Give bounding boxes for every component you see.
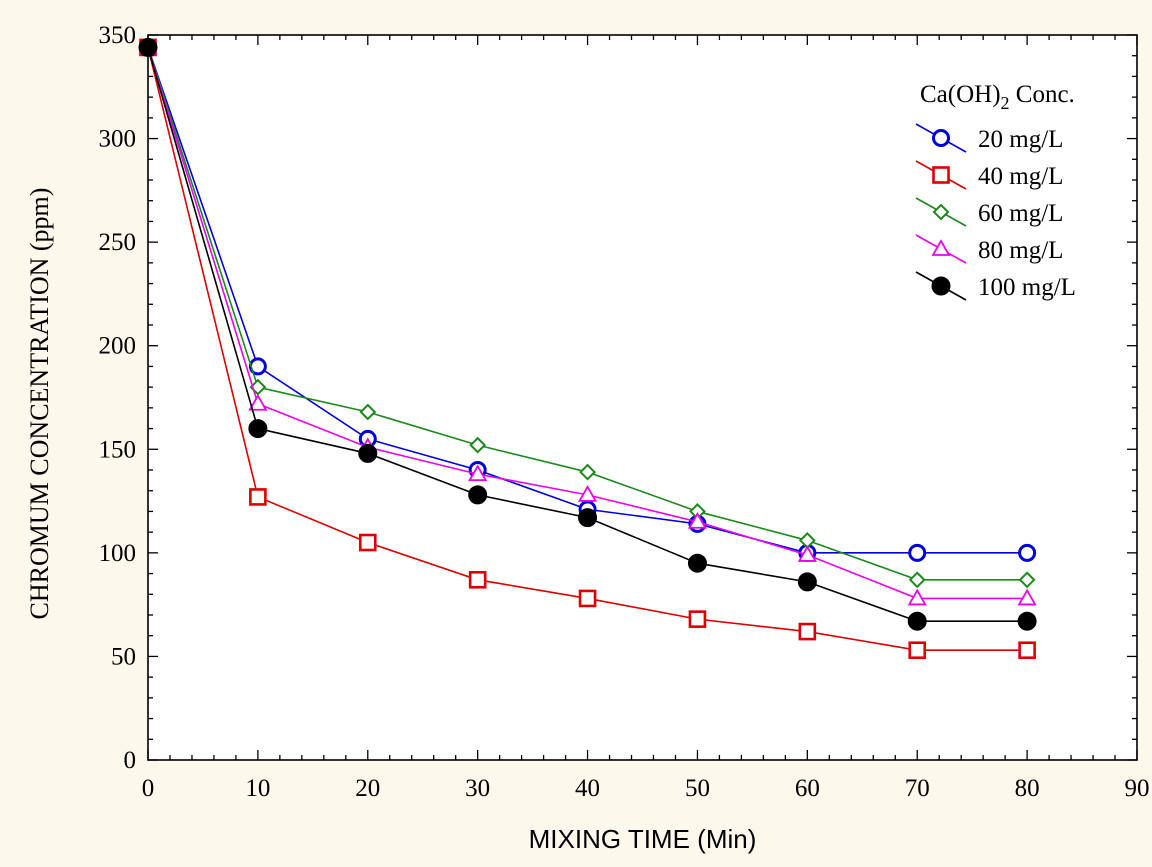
- data-point: [688, 610, 707, 628]
- data-point: [468, 464, 488, 482]
- data-point: [578, 508, 598, 528]
- axis-ticks: 0 10 20 30 40 50 60 70 80 90 0 50 100 150 200 250 300 350: [99, 22, 1150, 802]
- data-point: [1018, 571, 1036, 589]
- data-point: [1018, 543, 1037, 562]
- legend-label: 20 mg/L: [978, 126, 1063, 153]
- data-point: [469, 436, 487, 454]
- y-tick-label: 350: [99, 22, 137, 49]
- y-axis-label: CHROMUM CONCENTRATION (ppm): [25, 188, 54, 620]
- y-tick-label: 150: [99, 436, 137, 463]
- series-3: [139, 39, 1036, 589]
- data-point: [797, 545, 817, 562]
- x-tick-label: 60: [795, 775, 820, 802]
- y-tick-label: 200: [99, 333, 137, 360]
- y-tick-label: 300: [99, 126, 137, 153]
- legend-item: 100 mg/L: [915, 271, 1076, 301]
- legend-label: 40 mg/L: [978, 163, 1063, 190]
- data-point: [249, 488, 267, 506]
- data-point: [358, 443, 378, 463]
- data-point: [907, 611, 927, 631]
- legend-label: 100 mg/L: [978, 274, 1076, 301]
- x-tick-label: 30: [465, 775, 490, 802]
- y-tick-label: 0: [124, 747, 137, 774]
- x-tick-label: 40: [575, 775, 600, 802]
- data-point: [1017, 588, 1037, 606]
- legend-title-tail: Conc.: [1010, 81, 1075, 108]
- data-point: [1018, 641, 1036, 660]
- legend: Ca(OH)2 Conc. 20 mg/L 40 mg/L 60 mg/L 80 mg…: [915, 81, 1076, 301]
- data-point: [248, 419, 268, 439]
- x-tick-label: 10: [245, 775, 270, 802]
- legend-label: 80 mg/L: [978, 237, 1063, 264]
- data-point: [359, 403, 377, 421]
- data-point: [908, 543, 927, 562]
- legend-item: 60 mg/L: [915, 197, 1063, 227]
- data-point: [578, 589, 597, 608]
- legend-swatch-marker: [932, 166, 950, 184]
- legend-item: 40 mg/L: [915, 160, 1063, 190]
- data-point: [908, 571, 926, 589]
- y-tick-label: 100: [99, 540, 137, 567]
- y-tick-label: 250: [99, 229, 137, 256]
- legend-title-subscript: 2: [1001, 93, 1010, 113]
- legend-item: 20 mg/L: [915, 123, 1063, 153]
- y-tick-label: 50: [111, 643, 136, 670]
- x-tick-label: 50: [685, 775, 710, 802]
- data-point: [579, 463, 596, 481]
- x-axis-label: MIXING TIME (Min): [529, 824, 757, 854]
- data-point: [798, 622, 817, 641]
- plot-area: [148, 35, 1137, 760]
- legend-swatch-marker: [932, 203, 950, 221]
- series-layer: [138, 37, 1037, 660]
- data-point: [687, 553, 707, 573]
- data-point: [468, 485, 488, 505]
- plot-frame: [147, 34, 1138, 761]
- legend-swatch-marker: [932, 129, 950, 147]
- legend-title-main: Ca(OH): [920, 81, 1001, 108]
- data-point: [358, 533, 377, 552]
- x-tick-label: 20: [355, 775, 380, 802]
- data-point: [248, 393, 268, 411]
- x-tick-label: 80: [1015, 775, 1040, 802]
- data-point: [1017, 611, 1037, 631]
- data-point: [687, 511, 707, 529]
- data-point: [578, 485, 598, 502]
- legend-title: Ca(OH)2 Conc.: [920, 81, 1075, 113]
- data-point: [908, 641, 927, 660]
- x-tick-label: 0: [142, 775, 155, 802]
- data-point: [468, 570, 487, 589]
- legend-label: 60 mg/L: [978, 200, 1063, 227]
- data-point: [907, 588, 927, 606]
- x-tick-label: 70: [905, 775, 930, 802]
- x-tick-label: 90: [1125, 775, 1150, 802]
- legend-swatch-marker: [931, 276, 951, 296]
- legend-swatch-marker: [931, 239, 951, 256]
- legend-item: 80 mg/L: [915, 234, 1063, 264]
- data-point: [797, 572, 817, 592]
